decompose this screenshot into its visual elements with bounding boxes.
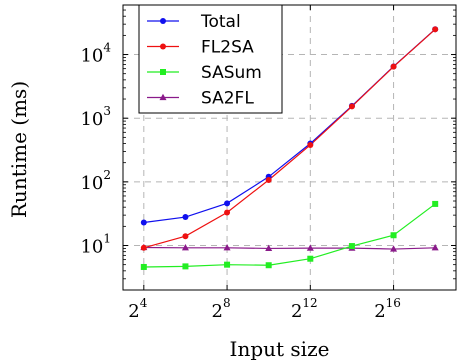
y-tick-labels: 101 102 103 104	[80, 41, 111, 258]
y-tick-label: 101	[80, 232, 111, 258]
legend-entry-total: Total	[147, 12, 241, 32]
data-point-sasum	[348, 243, 355, 250]
series-markers	[140, 26, 439, 270]
data-point-fl2sa	[432, 26, 439, 33]
data-point-sasum	[307, 255, 314, 262]
y-tick-label: 102	[80, 168, 111, 194]
legend-label: FL2SA	[201, 38, 254, 58]
data-point-fl2sa	[348, 103, 355, 110]
plot-frame	[122, 4, 457, 291]
x-tick-label: 216	[374, 296, 401, 322]
data-point-total	[224, 200, 231, 207]
data-point-sasum	[432, 200, 439, 207]
data-point-total	[182, 214, 189, 221]
legend-swatch-marker	[160, 43, 166, 50]
legend-entry-sasum: SASum	[147, 63, 262, 83]
series-line-sa2fl	[143, 246, 436, 250]
x-axis-label: Input size	[230, 337, 330, 361]
legend-label: SA2FL	[201, 89, 254, 109]
data-point-fl2sa	[390, 63, 397, 70]
legend: Total FL2SA SASum SA2FL	[138, 4, 283, 114]
legend-entry-fl2sa: FL2SA	[147, 38, 254, 58]
y-tick-label: 103	[80, 104, 111, 130]
series-line-fl2sa	[143, 28, 436, 249]
data-point-sa2fl	[431, 244, 439, 251]
legend-label: SASum	[201, 63, 262, 83]
data-point-sa2fl	[223, 244, 231, 251]
data-point-fl2sa	[265, 176, 272, 183]
data-point-sasum	[390, 232, 397, 239]
legend-swatch-marker	[160, 69, 166, 75]
y-tick-label: 104	[80, 41, 111, 67]
data-point-fl2sa	[224, 209, 231, 216]
series-line-sasum	[143, 203, 436, 268]
data-point-fl2sa	[140, 244, 147, 251]
legend-label: Total	[200, 12, 241, 32]
legend-swatch-marker	[160, 18, 166, 24]
data-point-total	[140, 219, 147, 226]
axis-ticks	[123, 4, 456, 291]
x-tick-label: 28	[212, 296, 231, 322]
data-point-sasum	[224, 261, 231, 268]
x-tick-label: 24	[128, 296, 147, 322]
data-point-sa2fl	[265, 244, 273, 252]
data-point-sasum	[265, 262, 272, 269]
data-point-sa2fl	[306, 244, 314, 251]
data-point-sa2fl	[390, 245, 398, 252]
x-tick-labels: 24 28 212 216	[128, 296, 401, 322]
x-tick-label: 212	[291, 296, 318, 322]
legend-entry-sa2fl: SA2FL	[147, 89, 254, 109]
data-point-sa2fl	[181, 244, 189, 251]
data-point-fl2sa	[182, 233, 189, 240]
data-point-fl2sa	[307, 141, 314, 148]
y-axis-label: Runtime (ms)	[7, 81, 31, 218]
data-point-sasum	[140, 263, 147, 270]
legend-swatch-marker	[159, 93, 167, 101]
series-lines	[143, 28, 436, 268]
data-point-sasum	[182, 263, 189, 270]
